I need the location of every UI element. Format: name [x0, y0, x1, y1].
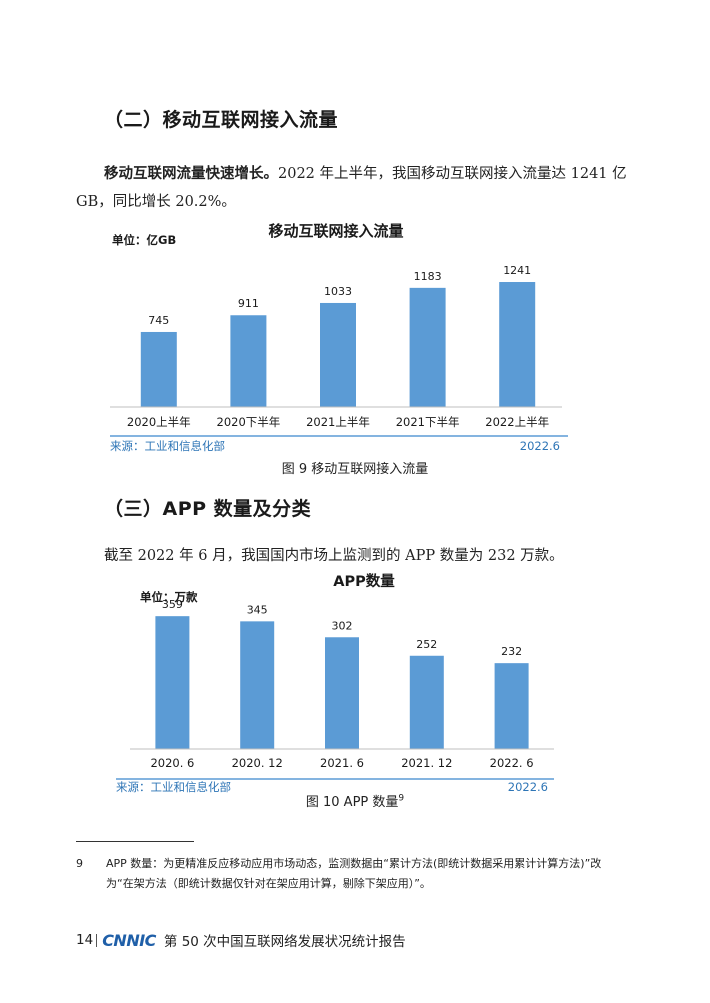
bar-value-label-0: 359	[162, 598, 183, 611]
section-heading-app-count: （三）APP 数量及分类	[104, 498, 312, 520]
bar-2	[325, 637, 359, 749]
x-tick-label-3: 2021下半年	[396, 415, 460, 429]
bar-value-label-1: 345	[247, 603, 268, 616]
paragraph-app-count: 截至 2022 年 6 月，我国国内市场上监测到的 APP 数量为 232 万款…	[104, 548, 564, 564]
footnote: 9 APP 数量：为更精准反应移动应用市场动态，监测数据由“累计方法(即统计数据…	[76, 854, 616, 894]
bar-value-label-4: 1241	[503, 264, 531, 277]
figure-10-caption: 图 10 APP 数量9	[0, 791, 710, 810]
x-tick-label-3: 2021. 12	[401, 756, 452, 770]
paragraph-body: 2022 年上半年，我国移动互联网接入流量达 1241 亿 GB，同比增长 20…	[76, 166, 627, 210]
bar-value-label-3: 252	[416, 638, 437, 651]
x-tick-label-2: 2021. 6	[320, 756, 364, 770]
bar-value-label-1: 911	[238, 297, 259, 310]
section-heading-mobile-traffic: （二）移动互联网接入流量	[104, 109, 339, 131]
paragraph-mobile-traffic: 移动互联网流量快速增长。2022 年上半年，我国移动互联网接入流量达 1241 …	[76, 160, 632, 216]
bar-value-label-0: 745	[148, 314, 169, 327]
chart-date: 2022.6	[508, 780, 548, 794]
figure-10-caption-text: 图 10 APP 数量	[305, 795, 399, 810]
chart-title: APP数量	[333, 572, 395, 590]
chart-source: 来源：工业和信息化部	[116, 780, 231, 794]
bar-value-label-2: 302	[332, 619, 353, 632]
x-tick-label-4: 2022上半年	[485, 415, 549, 429]
bar-2	[320, 302, 356, 407]
chart-date: 2022.6	[520, 439, 560, 453]
chart-unit-label: 单位：万款	[140, 590, 198, 604]
paragraph-lead: 移动互联网流量快速增长。	[104, 166, 278, 182]
cnnic-logo: CNNIC	[102, 930, 156, 950]
app-count-bar-chart: APP数量 单位：万款 359 345 302 252 232 2020. 6 2020.…	[116, 572, 554, 794]
x-tick-label-0: 2020. 6	[150, 756, 194, 770]
chart-title: 移动互联网接入流量	[268, 222, 403, 240]
x-tick-label-2: 2021上半年	[306, 415, 370, 429]
bar-value-label-4: 232	[501, 645, 522, 658]
traffic-bar-chart: 移动互联网接入流量 单位：亿GB 745 911 1033 1183 1241 2020…	[110, 222, 568, 453]
bar-1	[230, 315, 267, 407]
page-footer: 14 CNNIC 第 50 次中国互联网络发展状况统计报告	[76, 930, 406, 951]
page-number: 14	[76, 932, 94, 948]
bar-3	[409, 287, 446, 407]
x-tick-label-4: 2022. 6	[490, 756, 534, 770]
bar-0	[140, 331, 177, 407]
x-tick-label-1: 2020. 12	[232, 756, 283, 770]
bar-value-label-2: 1033	[324, 285, 352, 298]
bar-4	[499, 282, 536, 407]
chart-source: 来源：工业和信息化部	[110, 439, 225, 453]
report-title: 第 50 次中国互联网络发展状况统计报告	[163, 934, 406, 950]
bar-value-label-3: 1183	[414, 270, 442, 283]
footnote-ref[interactable]: 9	[398, 793, 405, 804]
bar-0	[155, 616, 190, 749]
chart-unit-label: 单位：亿GB	[112, 233, 176, 247]
bar-3	[409, 655, 444, 749]
figure-9-caption: 图 9 移动互联网接入流量	[281, 462, 429, 477]
footnote-rule	[76, 841, 194, 842]
x-tick-label-0: 2020上半年	[127, 415, 191, 429]
footer-divider	[96, 933, 98, 947]
footnote-text: APP 数量：为更精准反应移动应用市场动态，监测数据由“累计方法(即统计数据采用…	[106, 857, 602, 890]
footnote-number: 9	[76, 857, 83, 870]
x-tick-label-1: 2020下半年	[217, 415, 281, 429]
bar-1	[240, 621, 275, 749]
bar-4	[494, 663, 529, 749]
